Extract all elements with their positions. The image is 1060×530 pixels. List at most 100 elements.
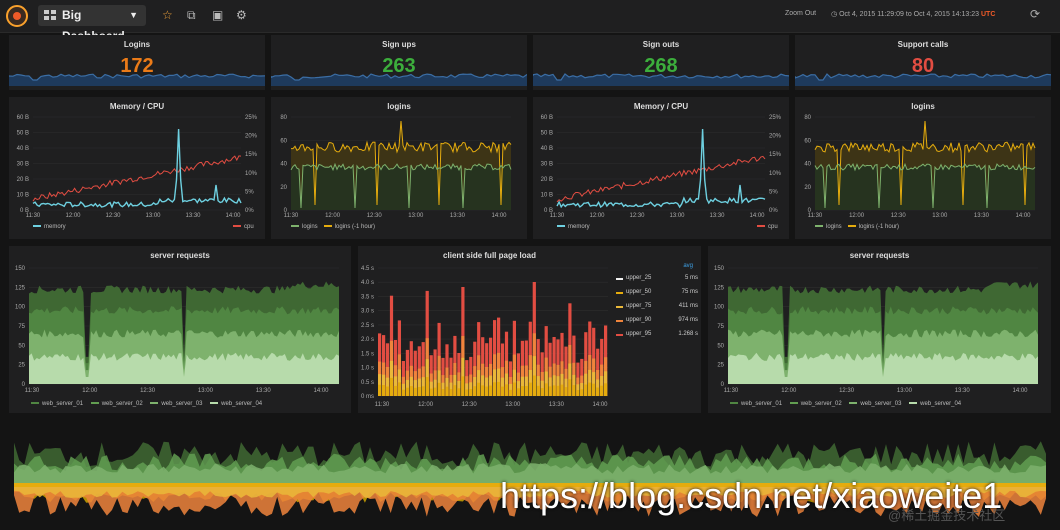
axis-tick-label: 13:00 <box>669 213 685 219</box>
panel-title: server requests <box>150 251 210 260</box>
axis-tick-label: 13:30 <box>709 213 725 219</box>
page-load-bar <box>425 377 429 396</box>
save-icon[interactable]: ▣ <box>212 8 224 22</box>
logins-line <box>290 162 512 209</box>
axis-tick-label: 0 <box>721 382 725 388</box>
axis-tick-label: 10 B <box>17 193 29 199</box>
stat-panel-signups[interactable]: Sign ups 263 <box>271 35 527 90</box>
server-area-series <box>29 352 339 384</box>
legend-swatch <box>909 402 918 405</box>
time-range-picker[interactable]: ◷ Oct 4, 2015 11:29:09 to Oct 4, 2015 14… <box>831 11 996 18</box>
axis-tick-label: 15% <box>245 152 258 158</box>
page-load-bar <box>461 376 465 396</box>
axis-tick-label: 80 <box>804 115 811 121</box>
page-load-bar <box>588 382 592 396</box>
axis-tick-label: 125 <box>15 285 26 291</box>
settings-gear-icon[interactable]: ⚙ <box>236 8 247 22</box>
memory-series-line <box>32 128 242 209</box>
server-area-series <box>728 352 1038 384</box>
page-load-bar <box>417 387 421 396</box>
axis-tick-label: 40 <box>804 162 811 168</box>
page-load-bar <box>548 386 552 396</box>
page-load-bar <box>508 389 513 396</box>
stat-panel-signouts[interactable]: Sign outs 268 <box>533 35 789 90</box>
server-requests-panel[interactable]: server requests 0 25 50 75 100 125 150 11:30 12:… <box>9 246 351 413</box>
legend-row[interactable]: upper_90 974 ms <box>616 317 700 325</box>
page-load-bar <box>405 387 409 396</box>
page-load-bar <box>572 385 576 396</box>
page-load-bar <box>580 389 584 396</box>
server-requests-panel[interactable]: server requests 0 25 50 75 100 125 150 11:30 12:… <box>708 246 1051 413</box>
page-load-bar <box>552 385 556 396</box>
sparkline-line <box>795 73 1051 81</box>
axis-tick-label: 12:00 <box>418 402 434 408</box>
page-load-bar <box>564 387 568 396</box>
axis-tick-label: 50 <box>717 343 724 349</box>
axis-tick-label: 25 <box>18 363 25 369</box>
time-range-text: Oct 4, 2015 11:29:09 to Oct 4, 2015 14:1… <box>839 11 980 18</box>
axis-tick-label: 13:30 <box>256 388 272 394</box>
stat-panel-support-calls[interactable]: Support calls 80 <box>795 35 1051 90</box>
logins-panel[interactable]: logins 0 20 40 60 80 11:30 12:00 12:30 13:00 13:3… <box>795 97 1051 239</box>
logins-panel[interactable]: logins 0 20 40 60 80 11:30 12:00 12:30 13:00 13:3… <box>271 97 527 239</box>
legend-series-name: upper_90 <box>626 317 652 323</box>
memory-cpu-panel[interactable]: Memory / CPU 0 B 10 B 20 B 30 B 40 B 50 B 60 B… <box>533 97 789 239</box>
axis-tick-label: 11:30 <box>26 213 41 219</box>
dashboard-picker-button[interactable]: Big Dashboard ▼ <box>38 5 146 43</box>
axis-tick-label: 50 B <box>17 131 29 137</box>
legend-row[interactable]: upper_25 5 ms <box>616 275 700 283</box>
legend-row[interactable]: upper_50 75 ms <box>616 289 700 297</box>
memory-cpu-panel[interactable]: Memory / CPU 0 B 10 B 20 B 30 B 40 B 50 B 60 B… <box>9 97 265 239</box>
stat-value: 172 <box>120 55 154 77</box>
sparkline <box>533 73 789 86</box>
axis-tick-label: 14:00 <box>1012 388 1028 394</box>
page-load-bar <box>421 386 425 396</box>
legend-item: logins <box>302 224 318 230</box>
page-load-bar <box>532 375 536 396</box>
share-icon[interactable]: ⧉ <box>187 8 196 22</box>
legend-series-value: 1.268 s <box>678 331 698 337</box>
logins-fill <box>815 164 1035 210</box>
legend-series-value: 974 ms <box>678 317 698 323</box>
logins-graph: 0 20 40 60 80 11:30 12:00 12:30 13:00 13:30 14:00 <box>804 115 1036 219</box>
stream-layer <box>14 485 1046 498</box>
axis-tick-label: 75 <box>18 324 25 330</box>
axis-tick-label: 0 B <box>20 208 29 214</box>
refresh-icon[interactable]: ⟳ <box>1030 7 1041 21</box>
legend-swatch <box>90 402 99 405</box>
axis-tick-label: 12:30 <box>891 213 907 219</box>
star-icon[interactable]: ☆ <box>162 8 173 22</box>
legend-swatch <box>616 306 623 308</box>
grafana-logo-icon[interactable] <box>6 5 28 27</box>
server-requests-graph: 0 25 50 75 100 125 150 11:30 12:00 12:30 13:00 13:3… <box>714 266 1038 394</box>
legend-item: web_server_03 <box>860 401 902 407</box>
stat-panel-logins[interactable]: Logins 172 <box>9 35 265 90</box>
page-load-bar <box>540 388 544 396</box>
axis-tick-label: 60 <box>804 138 811 144</box>
legend-swatch <box>323 225 332 228</box>
page-load-bar <box>556 385 560 396</box>
page-load-bar <box>493 382 497 396</box>
legend-row[interactable]: upper_95 1.268 s <box>616 331 700 339</box>
logins-line <box>814 162 1036 209</box>
legend-swatch <box>210 402 219 405</box>
zoom-out-button[interactable]: Zoom Out <box>785 10 817 17</box>
graph-legend: logins logins (-1 hour) <box>285 224 375 230</box>
legend-series-name: upper_50 <box>626 289 652 295</box>
axis-tick-label: 4.5 s <box>361 266 374 272</box>
axis-tick-label: 11:30 <box>724 388 739 394</box>
page-load-graph: 0 ms 0.5 s 1.0 s 1.5 s 2.0 s 2.5 s 3.0 s 3.5 s 4… <box>361 266 608 408</box>
axis-tick-label: 25 <box>717 363 724 369</box>
legend-row[interactable]: upper_75 411 ms <box>616 303 700 311</box>
page-load-panel[interactable]: client side full page load 0 ms 0.5 s 1.0 … <box>358 246 701 413</box>
panel-title: server requests <box>849 251 910 260</box>
page-load-bar <box>429 388 433 396</box>
axis-tick-label: 13:00 <box>408 213 424 219</box>
cpu-series-line <box>556 155 766 203</box>
axis-tick-label: 12:30 <box>462 402 478 408</box>
axis-tick-label: 12:30 <box>629 213 645 219</box>
page-load-bar <box>576 390 580 396</box>
memory-series-line <box>556 128 766 209</box>
axis-tick-label: 1.5 s <box>361 351 374 357</box>
page-load-bar <box>528 382 532 396</box>
